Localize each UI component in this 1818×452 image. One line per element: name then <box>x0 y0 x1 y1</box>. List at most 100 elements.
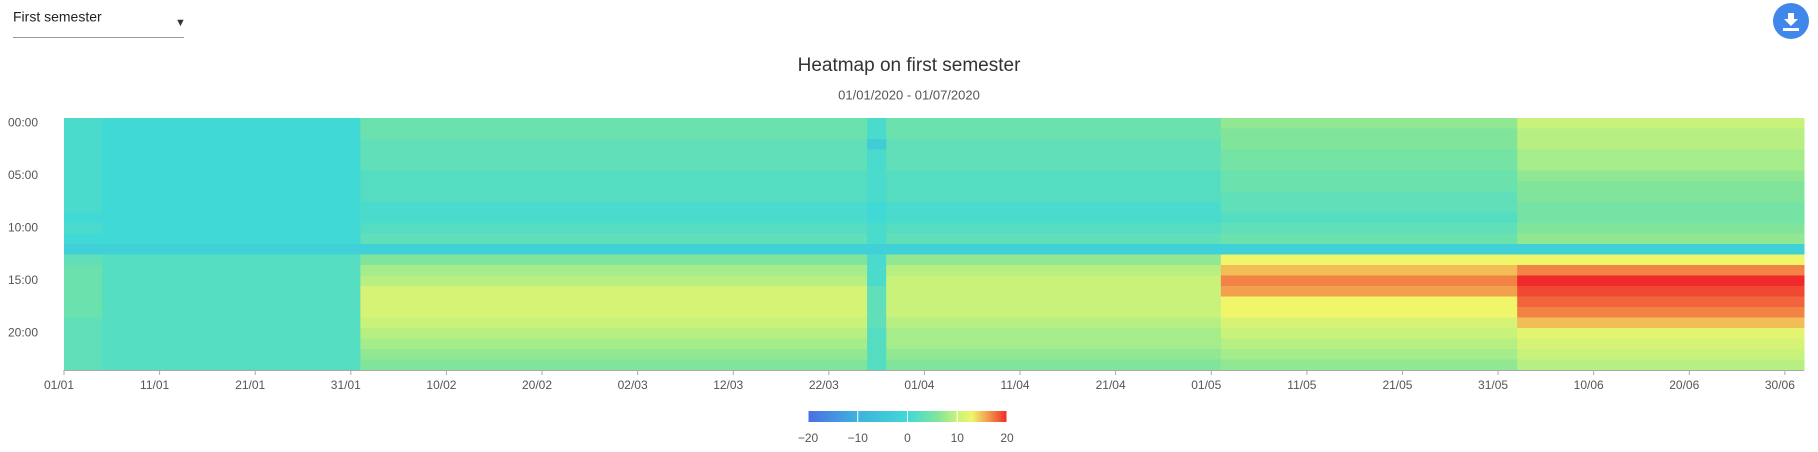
heat-cell <box>867 202 887 213</box>
x-tick-label: 20/06 <box>1669 378 1699 392</box>
heat-cell <box>886 191 1222 203</box>
heat-cell <box>102 233 361 245</box>
chart-subtitle: 01/01/2020 - 01/07/2020 <box>838 87 980 102</box>
color-bar-label: 10 <box>951 431 965 445</box>
heat-cell <box>1220 139 1518 150</box>
heat-cell <box>1220 212 1518 224</box>
heat-cell <box>867 254 887 266</box>
heat-cell <box>102 223 361 234</box>
heat-cell <box>1517 275 1805 287</box>
heat-cell <box>867 139 887 150</box>
heat-cell <box>886 160 1222 171</box>
heat-cell <box>102 149 361 161</box>
heat-cell <box>886 349 1222 360</box>
heat-cell <box>360 275 868 287</box>
heat-cell <box>867 160 887 171</box>
dropdown-label[interactable]: First semester <box>13 9 102 25</box>
heat-cell <box>1220 244 1518 255</box>
heat-cell <box>1220 160 1518 171</box>
heat-cell <box>64 307 103 318</box>
heat-cell <box>1220 254 1518 266</box>
heat-cell <box>1517 338 1805 350</box>
heat-cell <box>886 307 1222 318</box>
heat-cell <box>102 118 361 129</box>
heat-cell <box>867 244 887 255</box>
heat-cell <box>64 244 103 255</box>
heat-cell <box>1517 296 1805 308</box>
x-tick-label: 21/04 <box>1096 378 1126 392</box>
x-tick-label: 21/01 <box>235 378 265 392</box>
heat-cell <box>102 244 361 255</box>
heat-cell <box>102 317 361 329</box>
heat-cell <box>64 128 103 140</box>
heat-cell <box>360 149 868 161</box>
heat-cell <box>64 181 103 192</box>
heat-cell <box>867 359 887 371</box>
heat-cell <box>102 349 361 360</box>
y-tick-label: 10:00 <box>8 220 38 234</box>
heat-cell <box>867 181 887 192</box>
heat-cell <box>867 233 887 245</box>
heat-cell <box>360 212 868 224</box>
heat-cell <box>64 118 103 129</box>
download-button[interactable] <box>1773 3 1809 39</box>
heat-cell <box>867 307 887 318</box>
heat-cell <box>867 170 887 182</box>
heat-cell <box>64 170 103 182</box>
dropdown-arrow[interactable]: ▼ <box>175 17 186 29</box>
heat-cell <box>886 338 1222 350</box>
heat-cell <box>1220 181 1518 192</box>
heat-cell <box>102 296 361 308</box>
heat-cell <box>64 275 103 287</box>
heat-cell <box>360 254 868 266</box>
heat-cell <box>360 118 868 129</box>
heat-cell <box>886 296 1222 308</box>
heat-cell <box>102 286 361 297</box>
heat-cell <box>360 160 868 171</box>
heat-cell <box>867 328 887 339</box>
heat-cell <box>1517 349 1805 360</box>
heat-cell <box>886 265 1222 276</box>
x-tick-label: 11/04 <box>1000 378 1029 392</box>
heat-cell <box>102 359 361 371</box>
heat-cell <box>886 181 1222 192</box>
heat-cell <box>102 170 361 182</box>
heat-cell <box>64 160 103 171</box>
heat-cell <box>886 212 1222 224</box>
heat-cell <box>886 275 1222 287</box>
heat-cell <box>360 181 868 192</box>
x-tick-label: 31/05 <box>1478 378 1508 392</box>
heat-cell <box>1220 233 1518 245</box>
x-tick-label: 31/01 <box>331 378 361 392</box>
download-icon[interactable] <box>1783 13 1799 31</box>
heat-cell <box>360 328 868 339</box>
heat-cell <box>360 202 868 213</box>
x-tick-label: 11/05 <box>1287 378 1316 392</box>
heat-cell <box>1517 212 1805 224</box>
heat-cell <box>64 338 103 350</box>
heat-cell <box>64 296 103 308</box>
heat-cell <box>1220 275 1518 287</box>
heat-cell <box>102 202 361 213</box>
heat-cell <box>867 191 887 203</box>
heat-cell <box>360 317 868 329</box>
heat-cell <box>867 128 887 140</box>
heat-cell <box>867 296 887 308</box>
y-tick-label: 05:00 <box>8 168 38 182</box>
heat-cell <box>64 139 103 150</box>
y-tick-label: 15:00 <box>8 273 38 287</box>
heat-cell <box>1220 118 1518 129</box>
heat-cell <box>867 149 887 161</box>
heat-cell <box>886 128 1222 140</box>
heat-cell <box>1517 191 1805 203</box>
heat-cell <box>360 139 868 150</box>
heat-cell <box>64 149 103 161</box>
heat-cell <box>1517 118 1805 129</box>
heat-cell <box>64 349 103 360</box>
heat-cell <box>886 328 1222 339</box>
heat-cell <box>1220 202 1518 213</box>
heat-cell <box>1220 191 1518 203</box>
heat-cell <box>886 139 1222 150</box>
